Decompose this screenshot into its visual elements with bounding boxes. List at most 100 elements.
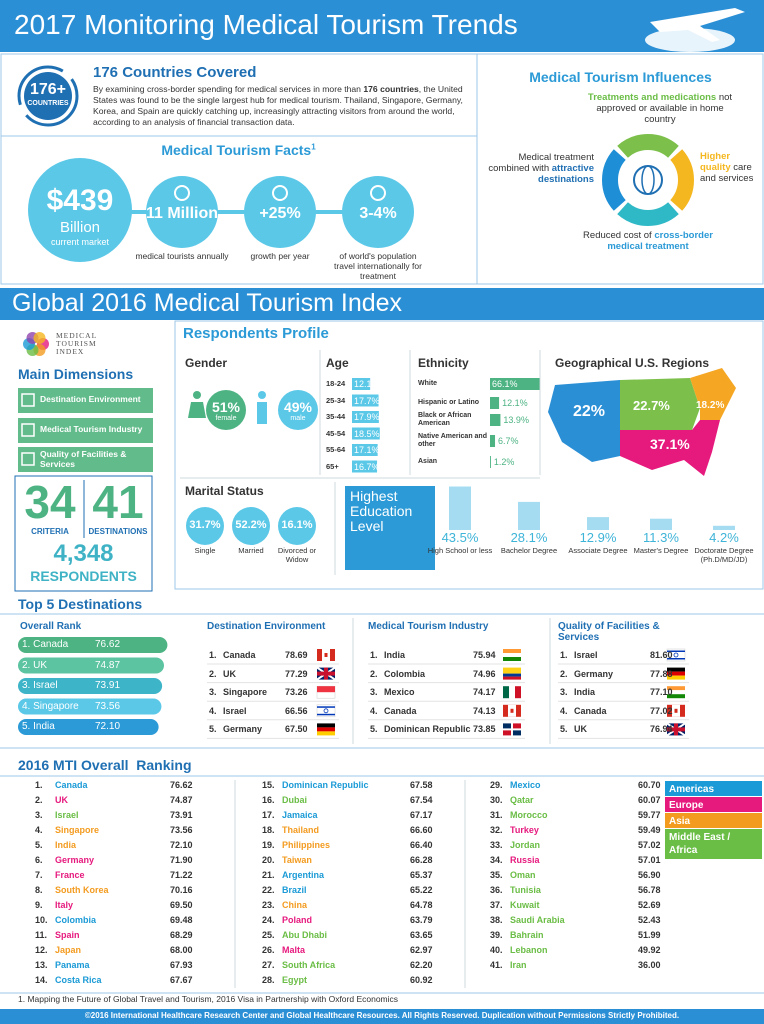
fact-value: 11 Million — [145, 205, 218, 222]
country: Mexico — [510, 780, 541, 790]
flag — [667, 727, 685, 732]
score: 72.10 — [170, 840, 193, 850]
footnote: 1. Mapping the Future of Global Travel a… — [18, 994, 399, 1004]
country: Oman — [510, 870, 536, 880]
rank: 17. — [262, 810, 275, 820]
bar-value: 74.87 — [95, 659, 121, 671]
text-run: Medical treatment combined with — [488, 152, 594, 174]
score: 77.10 — [650, 687, 673, 698]
score: 56.78 — [638, 885, 661, 895]
score: 73.85 — [473, 724, 496, 735]
legend-label: Middle East / Africa — [669, 832, 731, 856]
ring-segment — [617, 201, 679, 226]
rank: 20. — [262, 855, 275, 865]
gender-label: male — [290, 415, 306, 422]
bar-value: 6.7% — [498, 436, 519, 446]
rank: 19. — [262, 840, 275, 850]
flag — [667, 675, 685, 680]
region-value: 22.7% — [633, 398, 670, 413]
rank: 2. — [35, 795, 43, 805]
country: Lebanon — [510, 945, 548, 955]
country: Canada — [574, 705, 607, 716]
rank: 38. — [490, 915, 503, 925]
bar — [18, 657, 164, 674]
country: Brazil — [282, 885, 307, 895]
bar-value: 12.1% — [354, 379, 380, 389]
bar-label: Associate Degree — [568, 546, 628, 555]
bar — [352, 460, 378, 473]
rank: 37. — [490, 900, 503, 910]
country: Germany — [55, 855, 95, 865]
country: Israel — [223, 705, 247, 716]
index-band — [0, 288, 764, 320]
score: 74.96 — [473, 668, 496, 679]
score: 69.50 — [170, 900, 193, 910]
flag — [503, 676, 521, 680]
dimension-label: Destination Environment — [40, 394, 141, 404]
country: Tunisia — [510, 885, 541, 895]
score: 63.79 — [410, 915, 433, 925]
education-title: Highest Education Level — [350, 488, 413, 534]
rank: 16. — [262, 795, 275, 805]
flag — [667, 667, 685, 672]
dimension-icon — [21, 423, 35, 437]
score: 73.26 — [285, 687, 308, 698]
fact-circle — [342, 176, 414, 248]
score: 60.07 — [638, 795, 661, 805]
rank: 9. — [35, 900, 43, 910]
flag — [513, 723, 521, 729]
country: UK — [55, 795, 68, 805]
score: 74.17 — [473, 687, 496, 698]
chart-title: Marital Status — [185, 484, 264, 498]
page-title: 2017 Monitoring Medical Tourism Trends — [14, 9, 518, 40]
dimension-icon — [21, 452, 35, 466]
badge-ring — [17, 65, 79, 127]
rank: 5. — [560, 724, 568, 735]
section-title: Main Dimensions — [18, 366, 134, 382]
score: 52.69 — [638, 900, 661, 910]
badge-number: 176+ — [29, 81, 67, 98]
flag — [503, 730, 511, 736]
score: 52.43 — [638, 915, 661, 925]
flag — [317, 713, 335, 716]
flag — [513, 730, 521, 736]
cloud — [645, 28, 735, 52]
bar-label: Doctorate Degree (Ph.D/MD/JD) — [694, 546, 754, 564]
country: Canada — [223, 650, 256, 660]
bar-value: 72.10 — [95, 721, 121, 732]
bar-label: 65+ — [326, 461, 339, 471]
marital-circle — [278, 507, 316, 545]
rank: 33. — [490, 840, 503, 850]
text-run: By examining cross-border spending for m… — [93, 84, 364, 94]
rank: 29. — [490, 780, 503, 790]
flag — [324, 653, 328, 657]
globe-icon — [641, 165, 655, 195]
flag — [317, 727, 335, 732]
bar — [18, 637, 168, 653]
score: 76.94 — [650, 724, 673, 735]
bar — [490, 397, 500, 409]
flag — [674, 708, 678, 713]
bar-label: 45-54 — [326, 428, 346, 438]
text-run: Higher quality — [700, 151, 731, 173]
profile-frame — [174, 320, 764, 590]
bar — [18, 719, 159, 735]
footer-band — [0, 1009, 764, 1024]
section-title: Medical Tourism Influences — [529, 69, 712, 85]
marital-label: Divorced or Widow — [277, 546, 317, 564]
text-run: not approved or available in home countr… — [596, 92, 733, 125]
country: Malta — [282, 945, 306, 955]
flag — [673, 652, 679, 658]
score: 59.77 — [638, 810, 661, 820]
country: Kuwait — [510, 900, 540, 910]
bar-label: Master's Degree — [633, 546, 689, 555]
legend-swatch — [665, 829, 762, 859]
score: 81.60 — [650, 650, 673, 660]
flag — [317, 686, 335, 693]
flag — [667, 690, 685, 695]
influence-bottom: Reduced cost of cross-border medical tre… — [578, 230, 718, 253]
country: Israel — [574, 650, 598, 660]
country: Qatar — [510, 795, 534, 805]
